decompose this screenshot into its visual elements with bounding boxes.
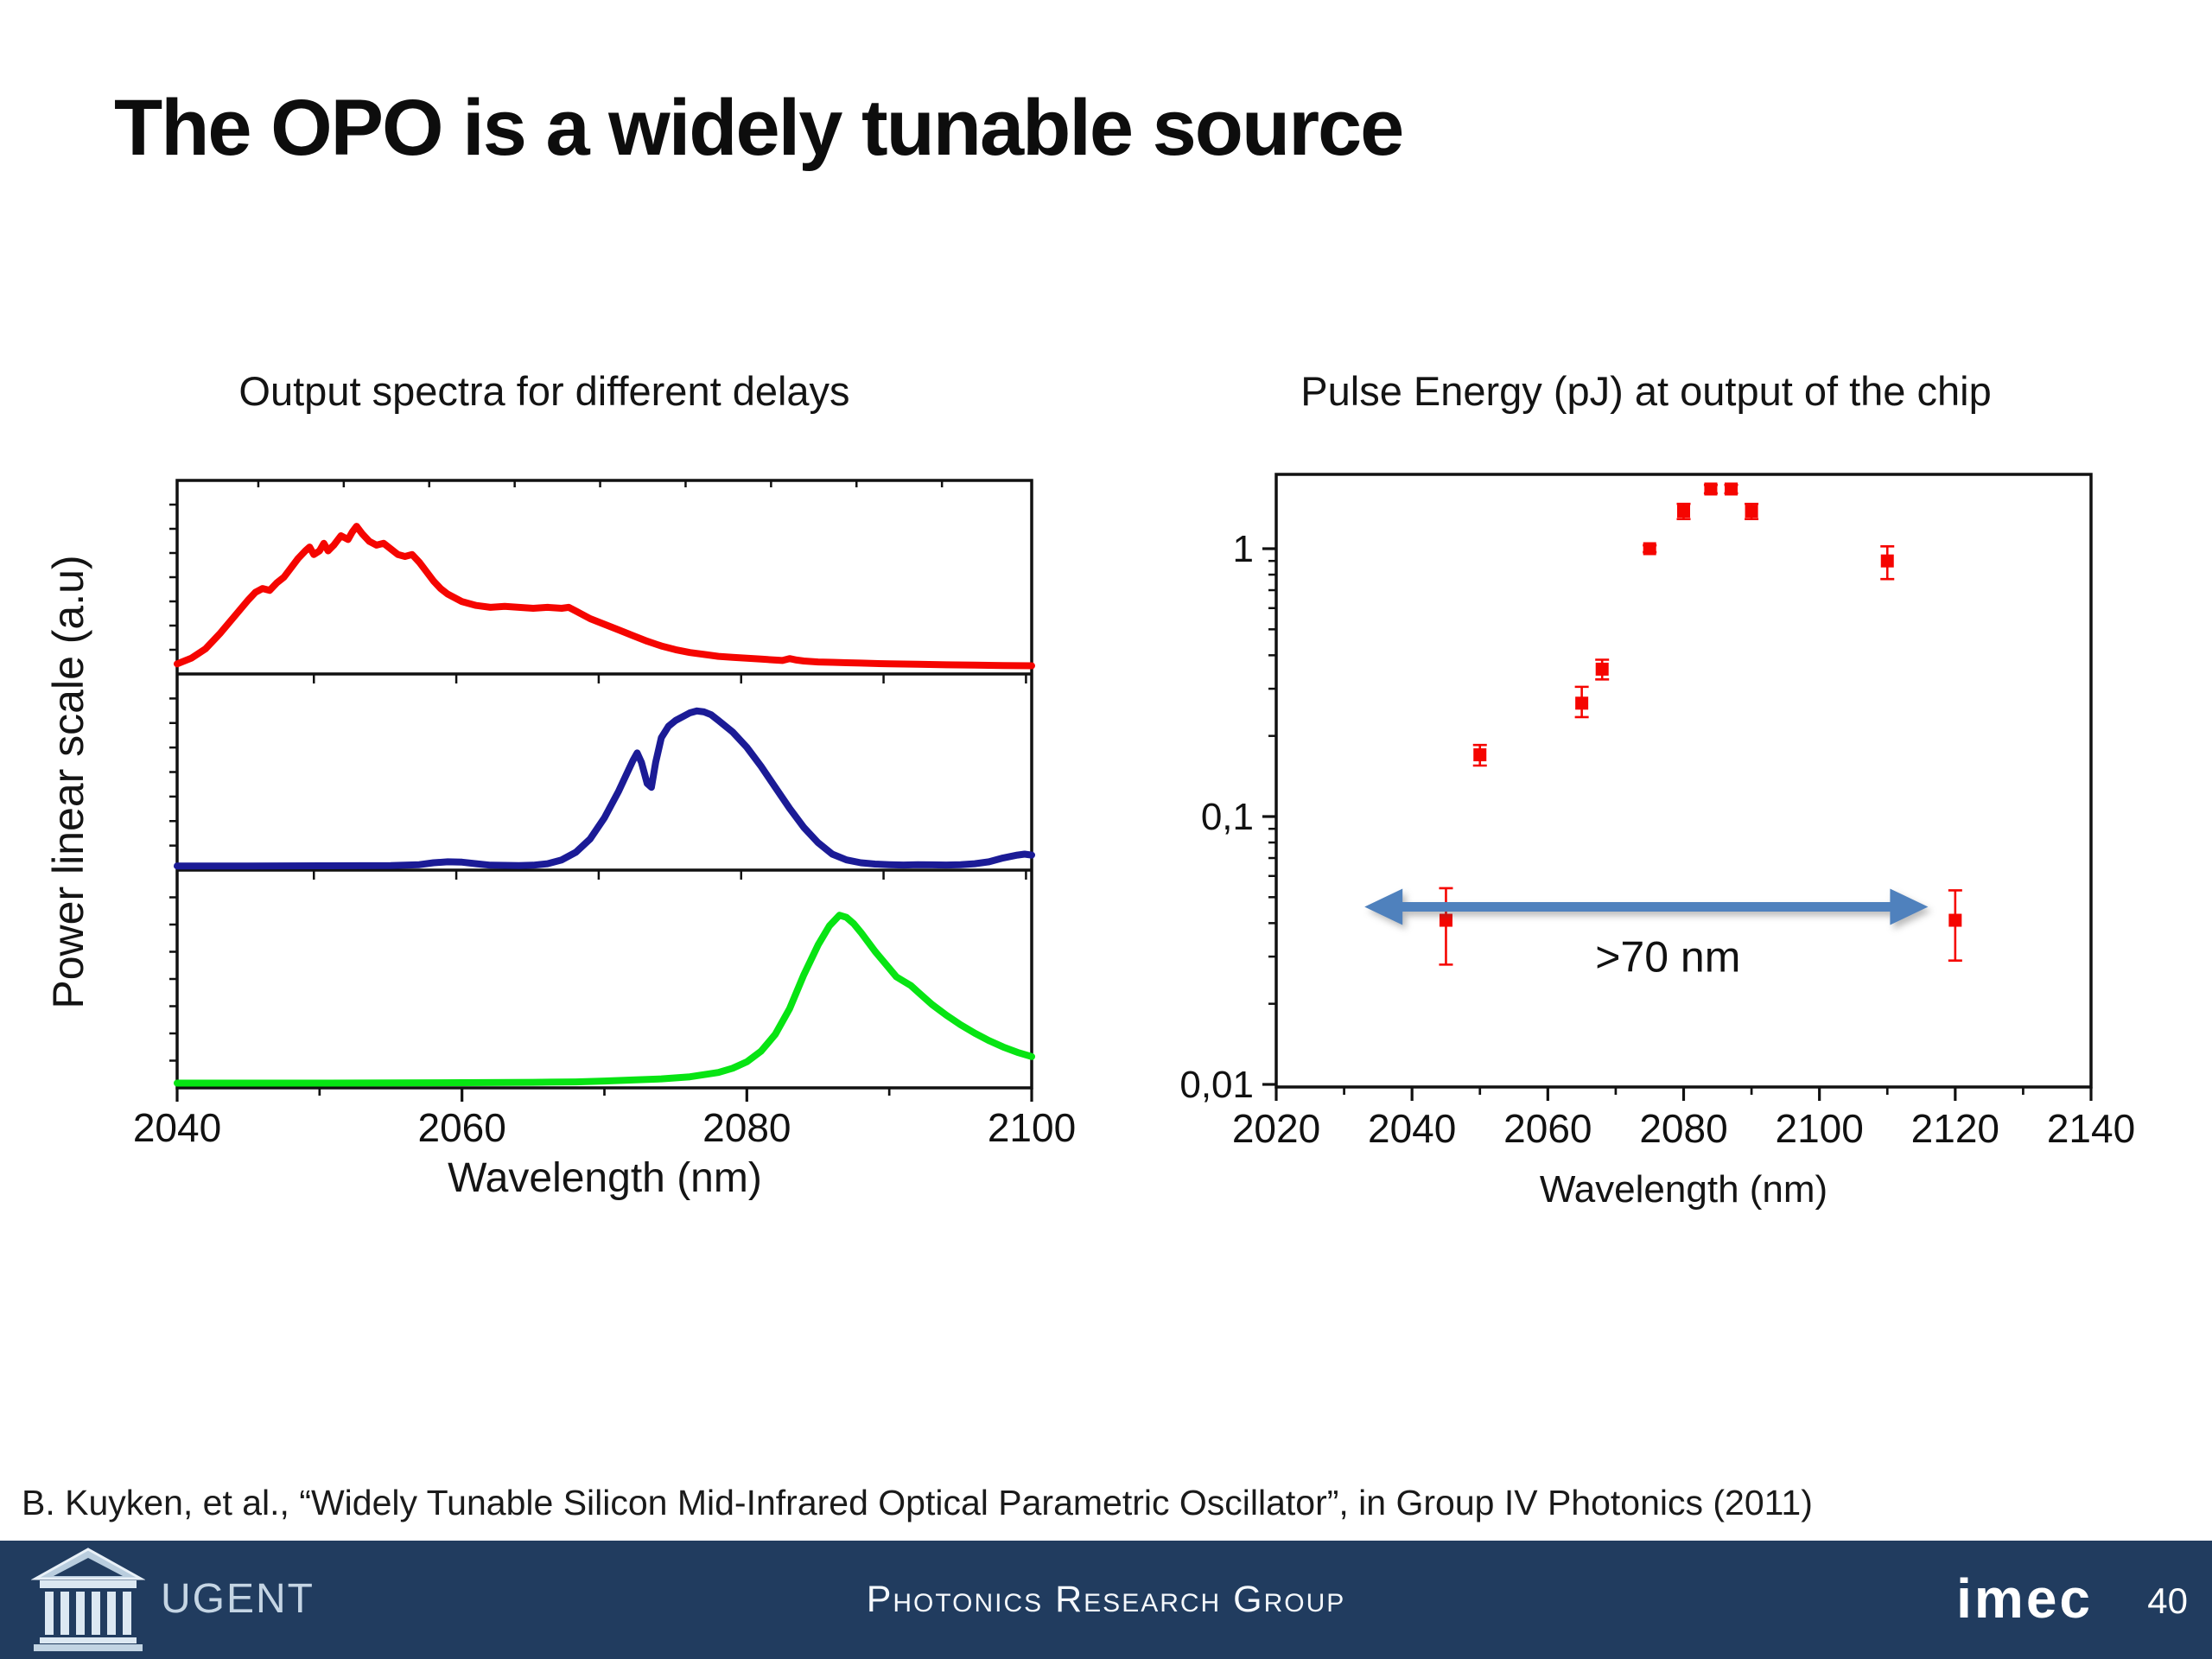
data-point-marker [1473,748,1487,762]
data-point [1948,889,1962,962]
data-point-marker [1948,913,1962,927]
x-tick-label: 2080 [1639,1106,1727,1151]
ugent-logo-label: UGENT [161,1576,315,1622]
data-point-marker [1575,696,1589,710]
data-point [1745,502,1759,521]
x-tick-label: 2020 [1232,1106,1320,1151]
footer-bar: UGENT Photonics Research Group imec 40 [0,1541,2212,1659]
pulse-energy-plot-box [1274,473,2093,1089]
x-tick-label: 2120 [1911,1106,1999,1151]
x-tick-label: 2100 [988,1105,1076,1150]
pulse-energy-chart-title: Pulse Energy (pJ) at output of the chip [1300,368,1992,414]
data-point-marker [1643,542,1656,556]
x-tick-label: 2060 [417,1105,505,1150]
data-point [1703,482,1718,496]
spectra-axes: 2040 2060 2080 2100 [133,479,1076,1150]
spectra-chart-svg: 2040 2060 2080 2100 [133,479,1076,1150]
y-tick-label: 0,01 [1179,1064,1254,1106]
x-tick-label: 2040 [1368,1106,1456,1151]
data-point [1724,482,1738,496]
x-tick-label: 2100 [1775,1106,1863,1151]
spectra-series-1 [174,707,1035,870]
ugent-temple-icon [31,1548,145,1651]
x-tick-label: 2140 [2047,1106,2135,1151]
data-point [1439,887,1453,966]
data-point [1643,542,1657,556]
tuning-range-arrow [1364,888,1929,925]
data-point-marker [1704,482,1718,496]
data-point [1676,502,1691,521]
spectra-x-axis-label: Wavelength (nm) [448,1155,762,1201]
spectra-series-0 [174,523,1035,670]
slide-title: The OPO is a widely tunable source [114,84,1404,172]
x-tick-label: 2060 [1503,1106,1592,1151]
citation-text: B. Kuyken, et al., “Widely Tunable Silic… [22,1483,1813,1522]
y-tick-label: 0,1 [1201,796,1254,838]
data-point [1574,685,1589,719]
data-point-marker [1677,505,1690,518]
y-tick-label: 1 [1233,528,1254,570]
data-point [1472,743,1487,767]
data-point [1595,658,1610,681]
spectra-plot-box [175,479,1033,1090]
data-point-marker [1725,482,1738,496]
x-tick-label: 2080 [702,1105,791,1150]
x-tick-label: 2040 [133,1105,221,1150]
spectra-y-axis-label: Power linear scale (a.u) [44,555,92,1009]
data-point-marker [1745,505,1758,518]
pulse-energy-points [1439,482,1962,966]
data-point-marker [1439,913,1452,927]
spectra-series-2 [174,912,1035,1087]
data-point [1880,545,1895,581]
pulse-energy-x-axis-label: Wavelength (nm) [1539,1168,1828,1211]
footer-group-name: Photonics Research Group [866,1579,1346,1620]
data-point-marker [1595,662,1609,676]
page-number: 40 [2147,1580,2188,1621]
imec-logo-label: imec [1956,1567,2093,1630]
spectra-chart-title: Output spectra for different delays [238,368,850,414]
data-point-marker [1880,554,1894,568]
tuning-range-label: >70 nm [1595,933,1740,982]
